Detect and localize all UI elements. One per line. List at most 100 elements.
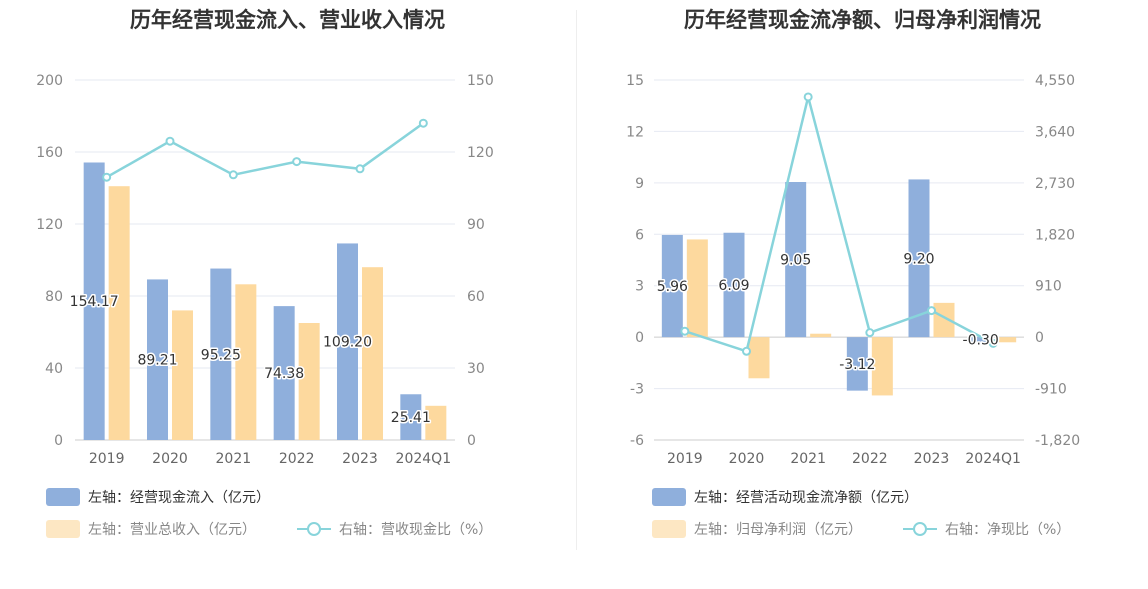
left-ratio-point-2021 bbox=[228, 170, 238, 180]
left-data-label-2019: 154.17 bbox=[70, 294, 119, 310]
left-bar-primary-2019 bbox=[83, 162, 105, 440]
left-data-label-2024Q1: 25.41 bbox=[391, 410, 431, 426]
legend-label-cash-inflow: 左轴：经营现金流入（亿元） bbox=[88, 490, 270, 506]
left-x-tick-label: 2022 bbox=[279, 451, 315, 467]
legend-swatch-net-cash-flow bbox=[652, 488, 686, 506]
left-left-tick-label: 200 bbox=[36, 73, 63, 89]
right-chart-plot: -6 -3 0 3 6 9 12 15 -1,820 -910 0 910 1,820 2,730 3,64… bbox=[626, 73, 1080, 467]
left-x-tick-label: 2020 bbox=[152, 451, 188, 467]
left-data-label-2021: 95.25 bbox=[201, 347, 241, 363]
right-ratio-point-2022 bbox=[865, 328, 875, 338]
right-bar-primary-2023 bbox=[908, 179, 930, 338]
left-data-label-2023: 109.20 bbox=[323, 335, 372, 351]
left-chart-plot: 0 40 80 120 160 200 0 30 60 90 120 150 2019 2020 2021 2… bbox=[36, 73, 494, 467]
legend-item-net-profit[interactable]: 左轴：归母净利润（亿元） bbox=[652, 519, 862, 539]
right-ratio-point-2024Q1 bbox=[988, 338, 998, 348]
right-left-tick-label: 12 bbox=[626, 124, 644, 140]
right-right-tick-label: 3,640 bbox=[1035, 124, 1075, 140]
legend-item-cash-ratio[interactable]: 右轴：营收现金比（%） bbox=[297, 519, 492, 539]
right-ratio-point-2021 bbox=[803, 92, 813, 102]
left-bar-primary-2023 bbox=[337, 243, 358, 440]
right-right-tick-label: 4,550 bbox=[1035, 73, 1075, 89]
legend-line-icon-net-cash-ratio bbox=[903, 520, 937, 538]
legend-item-revenue[interactable]: 左轴：营业总收入（亿元） bbox=[46, 519, 256, 539]
left-right-tick-label: 90 bbox=[467, 217, 485, 233]
right-data-label-2022: -3.12 bbox=[839, 357, 875, 373]
right-data-label-2023: 9.20 bbox=[903, 251, 934, 267]
left-bar-secondary-2020 bbox=[172, 310, 193, 440]
right-left-tick-label: 9 bbox=[635, 176, 644, 192]
right-data-label-2021: 9.05 bbox=[780, 253, 811, 269]
left-left-tick-label: 40 bbox=[45, 361, 63, 377]
right-ratio-line bbox=[684, 96, 994, 353]
legend-label-net-profit: 左轴：归母净利润（亿元） bbox=[694, 522, 862, 538]
right-right-tick-label: 910 bbox=[1035, 279, 1062, 295]
legend-swatch-cash-inflow bbox=[46, 488, 80, 506]
right-right-tick-label: 0 bbox=[1035, 330, 1044, 346]
right-right-tick-label: -910 bbox=[1035, 382, 1067, 398]
left-right-tick-label: 150 bbox=[467, 73, 494, 89]
legend-label-net-cash-flow: 左轴：经营活动现金流净额（亿元） bbox=[694, 490, 918, 506]
right-bar-secondary-2022 bbox=[871, 337, 893, 396]
left-ratio-line bbox=[106, 122, 425, 179]
right-bar-primary-2021 bbox=[785, 182, 807, 338]
legend-label-cash-ratio: 右轴：营收现金比（%） bbox=[339, 522, 493, 538]
legend-swatch-revenue bbox=[46, 520, 80, 538]
left-ratio-point-2020 bbox=[165, 136, 175, 146]
legend-label-net-cash-ratio: 右轴：净现比（%） bbox=[945, 522, 1071, 538]
left-left-tick-label: 160 bbox=[36, 145, 63, 161]
right-bar-primary-2024Q1 bbox=[970, 337, 992, 343]
left-chart-panel: 历年经营现金流入、营业收入情况 0 40 80 120 160 200 0 30 60 90 120… bbox=[0, 0, 575, 560]
right-right-tick-label: 1,820 bbox=[1035, 227, 1075, 243]
right-bar-primary-2019 bbox=[661, 234, 683, 338]
legend-swatch-net-profit bbox=[652, 520, 686, 538]
right-data-label-2019: 5.96 bbox=[657, 279, 688, 295]
left-ratio-point-2019 bbox=[102, 172, 112, 182]
right-data-label-2024Q1: -0.30 bbox=[963, 333, 999, 349]
right-data-label-2020: 6.09 bbox=[718, 278, 749, 294]
right-x-tick-label: 2022 bbox=[852, 451, 888, 467]
left-bar-secondary-2024Q1 bbox=[425, 405, 447, 440]
legend-item-net-cash-flow[interactable]: 左轴：经营活动现金流净额（亿元） bbox=[652, 487, 918, 507]
left-left-tick-label: 80 bbox=[45, 289, 63, 305]
right-x-tick-label: 2024Q1 bbox=[965, 451, 1021, 467]
left-bar-primary-2020 bbox=[147, 279, 168, 440]
right-x-tick-label: 2019 bbox=[667, 451, 703, 467]
left-bar-primary-2021 bbox=[210, 268, 232, 440]
legend-item-cash-inflow[interactable]: 左轴：经营现金流入（亿元） bbox=[46, 487, 270, 507]
left-left-tick-label: 120 bbox=[36, 217, 63, 233]
right-bar-secondary-2023 bbox=[933, 302, 955, 338]
right-bar-secondary-2024Q1 bbox=[995, 337, 1017, 343]
right-chart-title: 历年经营现金流净额、归母净利润情况 bbox=[684, 8, 1041, 32]
left-bar-secondary-2019 bbox=[108, 186, 130, 440]
left-bar-secondary-2021 bbox=[235, 284, 257, 440]
right-bar-secondary-2020 bbox=[748, 337, 770, 379]
right-ratio-point-2020 bbox=[742, 346, 751, 356]
panel-divider bbox=[576, 10, 577, 550]
right-bar-primary-2020 bbox=[723, 232, 745, 338]
legend-label-revenue: 左轴：营业总收入（亿元） bbox=[88, 522, 256, 538]
right-bar-primary-2022 bbox=[846, 337, 868, 391]
right-left-tick-label: 0 bbox=[635, 330, 644, 346]
left-bar-secondary-2023 bbox=[362, 267, 383, 440]
right-ratio-point-2019 bbox=[680, 326, 690, 336]
left-ratio-point-2023 bbox=[355, 164, 365, 174]
right-left-tick-label: 3 bbox=[635, 279, 644, 295]
left-bar-primary-2022 bbox=[273, 306, 295, 440]
right-x-tick-label: 2020 bbox=[729, 451, 765, 467]
left-right-tick-label: 120 bbox=[467, 145, 494, 161]
left-x-tick-label: 2023 bbox=[342, 451, 378, 467]
right-x-tick-label: 2021 bbox=[790, 451, 826, 467]
left-right-tick-label: 60 bbox=[467, 289, 485, 305]
left-right-tick-label: 30 bbox=[467, 361, 485, 377]
left-left-tick-label: 0 bbox=[54, 433, 63, 449]
right-x-tick-label: 2023 bbox=[914, 451, 950, 467]
right-ratio-point-2023 bbox=[927, 306, 936, 316]
right-chart-panel: 历年经营现金流净额、归母净利润情况 -6 -3 0 3 6 9 12 15 -1,820 -910… bbox=[577, 0, 1148, 560]
left-data-label-2022: 74.38 bbox=[264, 366, 304, 382]
legend-item-net-cash-ratio[interactable]: 右轴：净现比（%） bbox=[903, 519, 1070, 539]
right-left-tick-label: 15 bbox=[626, 73, 644, 89]
left-ratio-point-2024Q1 bbox=[418, 118, 428, 128]
left-x-tick-label: 2021 bbox=[216, 451, 252, 467]
right-bar-secondary-2019 bbox=[686, 239, 708, 338]
